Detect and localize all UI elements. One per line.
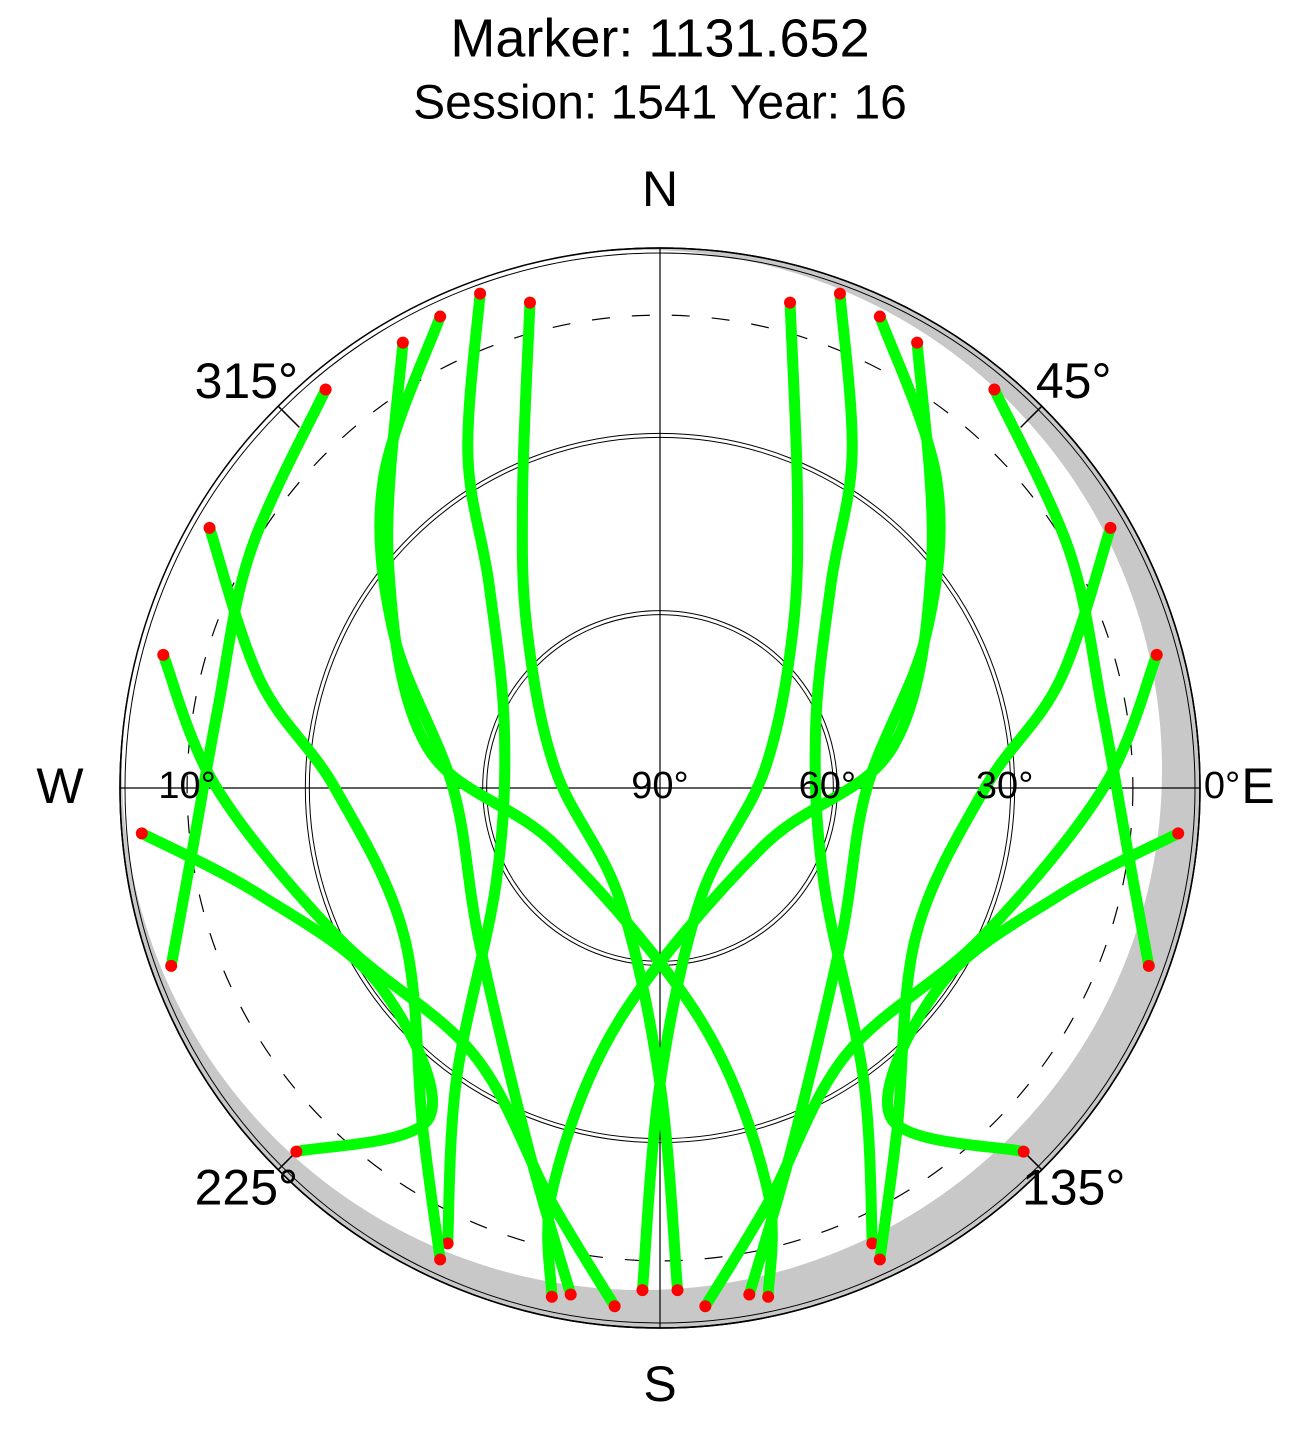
satellite-track [136, 827, 438, 1158]
grid [120, 248, 1200, 1328]
direction-label: W [36, 758, 84, 814]
track-endpoint [441, 1237, 454, 1250]
satellite-track [204, 522, 446, 1265]
track-endpoint [1142, 959, 1155, 972]
direction-label: N [642, 161, 678, 217]
satellite-track [542, 337, 938, 1303]
satellite-track [636, 297, 804, 1296]
mask-label: 10° [158, 765, 215, 807]
track-endpoint [319, 383, 332, 396]
satellite-track [874, 522, 1116, 1265]
track-endpoint [743, 1288, 756, 1301]
satellite-track [165, 384, 332, 972]
track-endpoint [434, 1253, 447, 1266]
elevation-ring [308, 436, 1012, 1140]
track-endpoint [833, 287, 846, 300]
satellite-track [442, 288, 511, 1249]
track-endpoint [474, 287, 487, 300]
satellite-track [988, 384, 1155, 972]
track-endpoint [866, 1237, 879, 1250]
track-endpoint [545, 1290, 558, 1303]
elevation-label: 90° [631, 765, 688, 807]
track-endpoint [135, 827, 148, 840]
track-endpoint [911, 336, 924, 349]
satellite-track [882, 827, 1184, 1158]
chart-title: Marker: 1131.652 [450, 8, 869, 68]
elevation-ring [304, 432, 1016, 1144]
elevation-label: 30° [976, 765, 1033, 807]
track-endpoint [564, 1288, 577, 1301]
track-endpoint [396, 336, 409, 349]
direction-label: E [1241, 758, 1274, 814]
track-endpoint [434, 310, 447, 323]
track-endpoint [1104, 521, 1117, 534]
track-endpoint [157, 648, 170, 661]
track-endpoint [873, 310, 886, 323]
track-endpoint [988, 383, 1001, 396]
azimuth-label: 135° [1022, 1159, 1125, 1215]
track-endpoint [671, 1284, 684, 1297]
direction-label: S [643, 1356, 676, 1412]
azimuth-label: 45° [1036, 353, 1112, 409]
track-endpoint [873, 1253, 886, 1266]
track-endpoint [165, 959, 178, 972]
track-endpoint [699, 1300, 712, 1313]
track-endpoint [1150, 648, 1163, 661]
elevation-label: 0° [1204, 765, 1240, 807]
track-endpoint [762, 1290, 775, 1303]
track-endpoint [203, 521, 216, 534]
track-endpoint [1172, 827, 1185, 840]
chart-subtitle: Session: 1541 Year: 16 [413, 77, 907, 130]
satellite-track [809, 288, 878, 1249]
elevation-label: 60° [799, 765, 856, 807]
track-endpoint [636, 1284, 649, 1297]
azimuth-tick [1020, 405, 1043, 428]
mask-ring [186, 314, 1134, 1262]
track-endpoint [784, 296, 797, 309]
track-endpoint [1017, 1145, 1030, 1158]
azimuth-label: 315° [195, 353, 298, 409]
track-endpoint [290, 1145, 303, 1158]
satellite-track [382, 337, 778, 1303]
track-endpoint [523, 296, 536, 309]
azimuth-label: 225° [195, 1159, 298, 1215]
azimuth-tick [277, 405, 300, 428]
track-endpoint [608, 1300, 621, 1313]
tracks [135, 287, 1185, 1313]
